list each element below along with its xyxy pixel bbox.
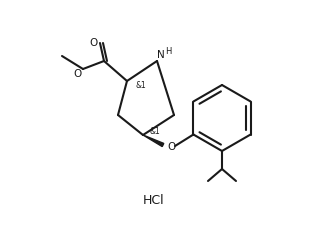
Text: O: O (74, 69, 82, 79)
Text: HCl: HCl (143, 195, 165, 207)
Polygon shape (143, 135, 164, 146)
Text: N: N (157, 50, 165, 60)
Text: O: O (167, 142, 175, 152)
Text: &1: &1 (135, 82, 146, 91)
Text: &1: &1 (149, 128, 160, 137)
Text: O: O (90, 38, 98, 48)
Text: H: H (165, 46, 171, 55)
